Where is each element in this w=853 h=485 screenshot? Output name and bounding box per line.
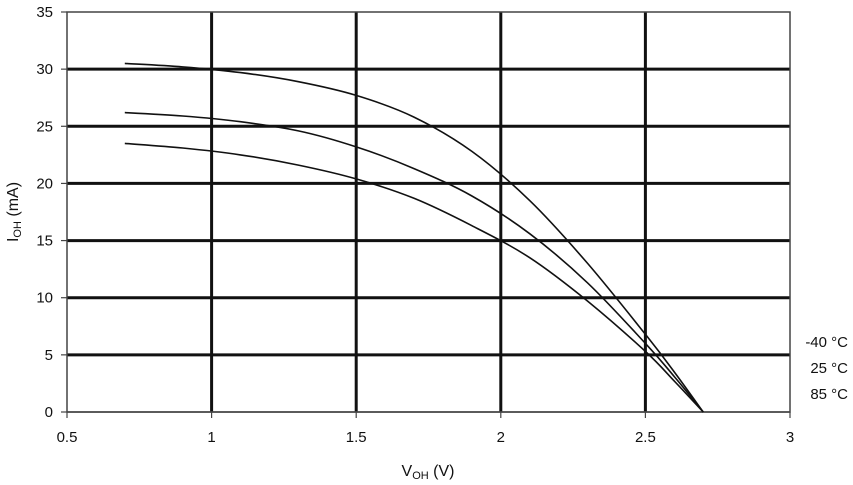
- x-tick-label: 1.5: [346, 429, 367, 446]
- y-tick-label: 0: [45, 404, 53, 421]
- y-tick-label: 10: [36, 290, 53, 307]
- series-line-0: [124, 62, 704, 413]
- y-tick-label: 20: [36, 175, 53, 192]
- x-axis-title: VOH (V): [402, 463, 455, 482]
- grid: [67, 12, 790, 413]
- series-line-1: [124, 111, 704, 413]
- legend-label: 85 °C: [810, 386, 848, 403]
- y-tick-label: 25: [36, 118, 53, 135]
- legend: -40 °C 25 °C 85 °C: [805, 334, 848, 403]
- plot-area-frame: [66, 11, 791, 413]
- y-tick-label: 30: [36, 61, 53, 78]
- x-tick-label: 3: [786, 429, 794, 446]
- legend-label: 25 °C: [810, 360, 848, 377]
- series-lines: [124, 62, 704, 413]
- y-tick-label: 15: [36, 233, 53, 250]
- y-axis-title: IOH (mA): [5, 182, 24, 242]
- x-tick-label: 1: [207, 429, 215, 446]
- x-tick-label: 0.5: [57, 429, 78, 446]
- y-tick-label: 5: [45, 347, 53, 364]
- x-tick-labels: 0.5 1 1.5 2 2.5 3: [57, 412, 794, 446]
- x-tick-label: 2: [497, 429, 505, 446]
- series-line-2: [124, 142, 704, 413]
- y-tick-label: 35: [36, 4, 53, 21]
- legend-label: -40 °C: [805, 334, 848, 351]
- x-tick-label: 2.5: [635, 429, 656, 446]
- y-tick-labels: 0 5 10 15 20 25 30 35: [36, 4, 67, 421]
